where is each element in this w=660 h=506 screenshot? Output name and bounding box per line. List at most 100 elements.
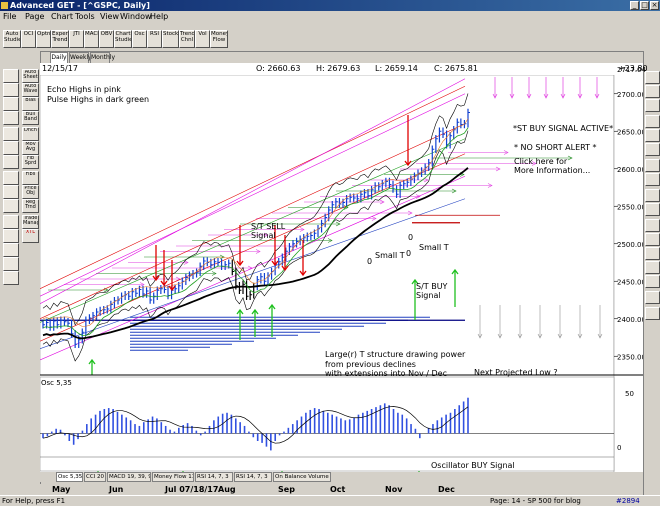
echo-arrow-head [509,93,515,99]
tab-cci[interactable]: CCI 20 [84,472,106,482]
close-button[interactable]: × [650,1,659,10]
line-icon[interactable] [3,127,19,141]
no-short-alert-note[interactable]: * NO SHORT ALERT * [514,143,597,152]
more-info-link[interactable]: More Information... [514,166,591,175]
osc-button[interactable]: Osc [132,30,147,48]
dnch-button[interactable]: Dnch [22,127,39,141]
chart-studies-button[interactable]: Chart Studies [114,30,132,48]
elliott-icon[interactable] [3,97,19,111]
auto-wave-button[interactable]: Auto Wave [22,83,39,97]
oci-button[interactable]: OCI [21,30,36,48]
projection-arrow [183,260,189,265]
echo-highs-note: Echo Highs in pink [47,85,121,94]
sell-arrow-head [160,280,168,287]
volume-button[interactable]: Vol [195,30,210,48]
text-icon[interactable] [3,215,19,229]
menu-chart[interactable]: Chart [51,12,73,21]
menu-view[interactable]: View [100,12,119,21]
obv-button[interactable]: OBV [99,30,114,48]
trade-manager-button[interactable]: Trade Manager [22,215,39,229]
right-tool-4-icon[interactable] [645,115,660,128]
oscillator-title: Osc 5,35 [41,379,72,387]
menu-tools[interactable]: Tools [75,12,95,21]
click-here-link[interactable]: Click here for [514,157,568,166]
fib-spread-button[interactable]: Fib Sprd [22,155,39,169]
maximize-button[interactable]: □ [640,1,649,10]
magnify-icon[interactable] [3,83,19,97]
auto-sheet-button[interactable]: Auto Sheet [22,69,39,83]
projection-arrow [495,166,501,172]
mid-moving-average [42,118,469,327]
tab-rsi-2[interactable]: RSI 14, 7, 3 [234,472,272,482]
right-tool-11-icon[interactable] [645,219,660,232]
mov-avg-button[interactable]: Mov Avg [22,141,39,155]
bull-band-button[interactable]: Bull Band [22,111,39,125]
stock-button[interactable]: Stock [162,30,179,48]
window-title: Advanced GET - [^GSPC, Daily] [10,1,150,10]
rsi-button[interactable]: RSI [147,30,162,48]
right-tool-8-icon[interactable] [645,173,660,186]
tab-weekly[interactable]: Weekly [69,52,92,63]
right-tool-12-icon[interactable] [645,233,660,246]
arc-icon[interactable] [3,141,19,155]
zero-marker-1: 0 [367,257,373,266]
tab-obv[interactable]: On Balance Volume [273,472,331,482]
right-tool-16-icon[interactable] [645,291,660,304]
jti-button[interactable]: JTI [69,30,84,48]
money-flow-button[interactable]: Money Flow [210,30,228,48]
options-button[interactable]: Optns [36,30,51,48]
tab-osc[interactable]: Osc 5,35 [56,472,83,482]
projection-low-head [597,333,603,339]
right-tool-17-icon[interactable] [645,307,660,320]
right-tool-6-icon[interactable] [645,143,660,156]
right-tool-10-icon[interactable] [645,203,660,216]
buy-arrow-head [236,308,244,315]
fibs-button[interactable]: Fibs [22,171,39,185]
trend-channel-button[interactable]: Trend Chnl [179,30,195,48]
price-chart[interactable]: 2700.00 2650.00 2600.00 2550.00 2500.00 2450.… [40,75,643,472]
channel-icon[interactable] [3,155,19,169]
auto-studies-button[interactable]: Auto Studies [3,30,21,48]
st-buy-active-note[interactable]: *ST BUY SIGNAL ACTIVE* [513,124,614,133]
menu-file[interactable]: File [3,12,17,21]
price-obj-button[interactable]: Price Obj [22,185,39,199]
tab-monthly[interactable]: Monthly [90,52,116,63]
y-tick-label: 2600.00 [617,166,643,174]
xtl-button[interactable]: XTL [22,229,39,243]
projection-arrow [531,161,537,166]
fan-icon[interactable] [3,171,19,185]
right-tool-3-icon[interactable] [645,99,660,112]
projection-arrow [299,227,305,232]
bias-button[interactable]: Bias [22,97,39,111]
right-tool-5-icon[interactable] [645,129,660,142]
minimize-button[interactable]: _ [630,1,639,10]
wave-icon[interactable] [3,111,19,125]
menu-help[interactable]: Help [150,12,169,21]
reg-trend-button[interactable]: Reg Trnd [22,199,39,213]
tab-money-flow[interactable]: Money Flow 11 [152,472,194,482]
tab-daily[interactable]: Daily [50,52,68,63]
macd-button[interactable]: MACD [84,30,99,48]
projection-low-head [557,333,563,339]
cursor-icon[interactable] [3,69,19,83]
grid-icon[interactable] [3,185,19,199]
tab-rsi-1[interactable]: RSI 14, 7, 3 [195,472,233,482]
expert-trend-button[interactable]: Expert Trend [51,30,69,48]
arrow-tool-icon[interactable] [3,243,19,257]
buy-icon[interactable] [3,257,19,271]
erase-icon[interactable] [3,229,19,243]
sell-icon[interactable] [3,271,19,285]
menu-window[interactable]: Window [120,12,152,21]
right-tool-9-icon[interactable] [645,189,660,202]
sell-arrow-head [404,160,412,167]
right-tool-13-icon[interactable] [645,247,660,260]
right-tool-14-icon[interactable] [645,261,660,274]
menu-page[interactable]: Page [25,12,45,21]
tab-macd[interactable]: MACD 19, 39, 9 [107,472,151,482]
indicator-tabs: Osc 5,35 CCI 20 MACD 19, 39, 9 Money Flo… [40,472,643,482]
right-tool-15-icon[interactable] [645,275,660,288]
projection-arrow [415,194,421,199]
right-tool-7-icon[interactable] [645,159,660,172]
ellipse-icon[interactable] [3,199,19,213]
right-tool-2-icon[interactable] [645,85,660,98]
